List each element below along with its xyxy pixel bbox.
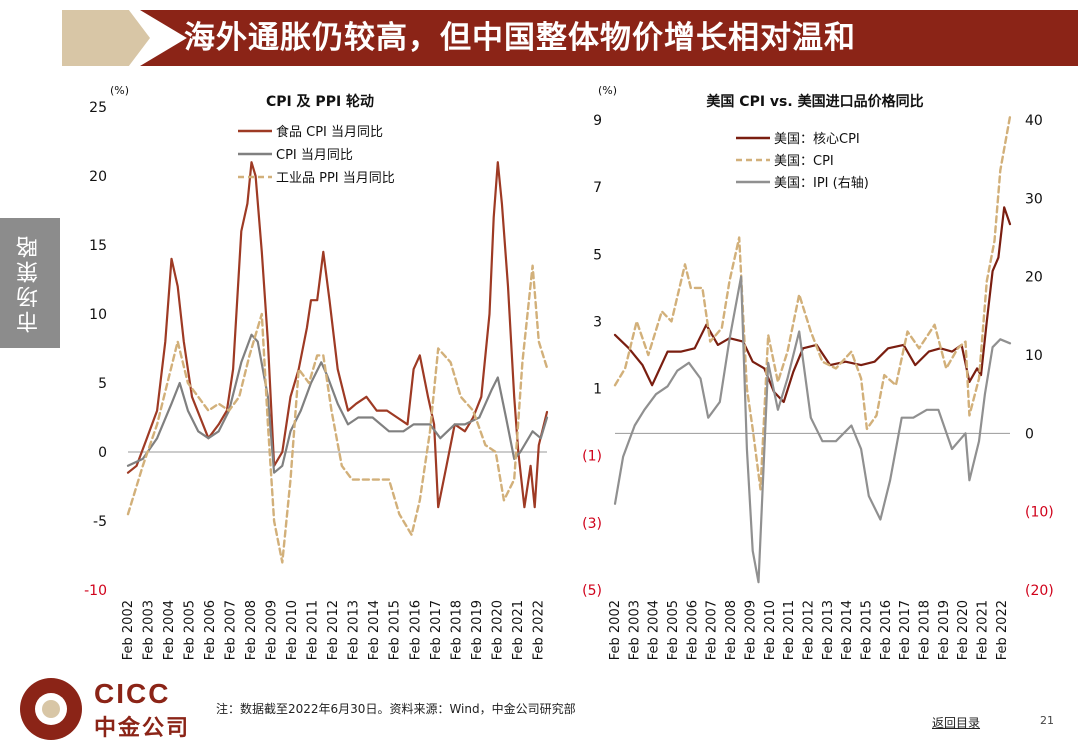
cicc-logo: CICC 中金公司 <box>20 676 220 742</box>
series-line-left-2 <box>126 264 549 564</box>
series-line-right-1 <box>613 115 1012 491</box>
chart-unit-label-left: (%) <box>110 84 129 97</box>
x-tick-label-right: Feb 2003 <box>627 600 642 660</box>
y2-tick-label-right: 0 <box>1025 426 1034 442</box>
x-tick-label-right: Feb 2022 <box>995 600 1010 660</box>
x-tick-label-right: Feb 2010 <box>763 600 778 660</box>
x-tick-label-left: Feb 2012 <box>326 600 341 660</box>
x-tick-label-right: Feb 2019 <box>937 600 952 660</box>
sidebar-tab-market-strategy[interactable]: 市场策略 <box>0 218 60 348</box>
x-tick-label-right: Feb 2006 <box>685 600 700 660</box>
y-tick-label-right: (3) <box>582 516 602 532</box>
chart-title-right: 美国 CPI vs. 美国进口品价格同比 <box>706 93 923 110</box>
legend-label-right-1: 美国：CPI <box>774 154 834 169</box>
x-tick-label-right: Feb 2012 <box>801 600 816 660</box>
page-number: 21 <box>1040 714 1054 727</box>
back-to-contents-link[interactable]: 返回目录 <box>932 716 981 730</box>
x-tick-label-left: Feb 2007 <box>224 600 239 660</box>
banner-arrow-red <box>140 10 1078 66</box>
x-tick-label-left: Feb 2008 <box>244 600 259 660</box>
x-tick-label-right: Feb 2014 <box>840 600 855 660</box>
series-line-left-0 <box>126 161 549 509</box>
x-tick-label-right: Feb 2007 <box>705 600 720 660</box>
y-tick-label-right: 1 <box>593 382 602 398</box>
cicc-logo-mark <box>20 678 82 740</box>
x-tick-label-left: Feb 2020 <box>490 600 505 660</box>
x-tick-label-right: Feb 2020 <box>956 600 971 660</box>
y-tick-label-right: 7 <box>593 180 602 196</box>
series-line-right-2 <box>613 275 1012 584</box>
x-tick-label-left: Feb 2022 <box>531 600 546 660</box>
legend-label-left-1: CPI 当月同比 <box>276 148 353 163</box>
y-tick-label-left: 15 <box>89 238 107 254</box>
x-tick-label-right: Feb 2015 <box>859 600 874 660</box>
x-tick-label-right: Feb 2013 <box>821 600 836 660</box>
y-tick-label-right: 5 <box>593 247 602 263</box>
chart-title-left: CPI 及 PPI 轮动 <box>266 93 374 110</box>
y-tick-label-right: (1) <box>582 449 602 465</box>
y2-tick-label-right: 20 <box>1025 270 1043 286</box>
y-tick-label-left: -5 <box>93 514 107 530</box>
x-tick-label-left: Feb 2010 <box>285 600 300 660</box>
page-title: 海外通胀仍较高，但中国整体物价增长相对温和 <box>184 20 856 56</box>
x-tick-label-right: Feb 2002 <box>608 600 623 660</box>
x-tick-label-left: Feb 2002 <box>121 600 136 660</box>
y-tick-label-left: 10 <box>89 307 107 323</box>
legend-label-left-2: 工业品 PPI 当月同比 <box>276 171 395 186</box>
x-tick-label-left: Feb 2006 <box>203 600 218 660</box>
x-tick-label-left: Feb 2003 <box>142 600 157 660</box>
x-tick-label-left: Feb 2019 <box>470 600 485 660</box>
y-tick-label-left: 5 <box>98 376 107 392</box>
y-tick-label-left: 0 <box>98 445 107 461</box>
logo-text-cn: 中金公司 <box>94 716 191 741</box>
banner-arrow-tan <box>62 10 150 66</box>
x-tick-label-right: Feb 2018 <box>918 600 933 660</box>
x-tick-label-left: Feb 2015 <box>388 600 403 660</box>
chart-unit-label-right: (%) <box>598 84 617 97</box>
source-footnote: 注：数据截至2022年6月30日。资料来源：Wind，中金公司研究部 <box>216 702 576 716</box>
x-tick-label-left: Feb 2017 <box>429 600 444 660</box>
x-tick-label-right: Feb 2011 <box>782 600 797 660</box>
x-tick-label-left: Feb 2005 <box>183 600 198 660</box>
x-tick-label-right: Feb 2005 <box>666 600 681 660</box>
x-tick-label-right: Feb 2021 <box>976 600 991 660</box>
x-tick-label-right: Feb 2017 <box>898 600 913 660</box>
logo-text-en: CICC <box>94 678 171 709</box>
y2-tick-label-right: (20) <box>1025 583 1054 599</box>
y2-tick-label-right: 30 <box>1025 191 1043 207</box>
x-tick-label-right: Feb 2016 <box>879 600 894 660</box>
x-tick-label-right: Feb 2009 <box>743 600 758 660</box>
x-tick-label-left: Feb 2021 <box>511 600 526 660</box>
legend-label-left-0: 食品 CPI 当月同比 <box>276 124 383 140</box>
y-tick-label-left: 25 <box>89 100 107 116</box>
y2-tick-label-right: 40 <box>1025 113 1043 129</box>
x-tick-label-right: Feb 2008 <box>724 600 739 660</box>
legend-label-right-2: 美国：IPI (右轴) <box>774 176 869 191</box>
x-tick-label-left: Feb 2004 <box>162 600 177 660</box>
x-tick-label-left: Feb 2014 <box>367 600 382 660</box>
x-tick-label-left: Feb 2011 <box>306 600 321 660</box>
y-tick-label-right: (5) <box>582 583 602 599</box>
x-tick-label-right: Feb 2004 <box>647 600 662 660</box>
y2-tick-label-right: (10) <box>1025 505 1054 521</box>
y-tick-label-left: 20 <box>89 169 107 185</box>
x-tick-label-left: Feb 2016 <box>408 600 423 660</box>
y-tick-label-right: 3 <box>593 314 602 330</box>
x-tick-label-left: Feb 2013 <box>347 600 362 660</box>
y-tick-label-right: 9 <box>593 113 602 129</box>
x-tick-label-left: Feb 2018 <box>449 600 464 660</box>
y-tick-label-left: -10 <box>84 583 107 599</box>
x-tick-label-left: Feb 2009 <box>265 600 280 660</box>
y2-tick-label-right: 10 <box>1025 348 1043 364</box>
legend-label-right-0: 美国：核心CPI <box>774 132 860 147</box>
